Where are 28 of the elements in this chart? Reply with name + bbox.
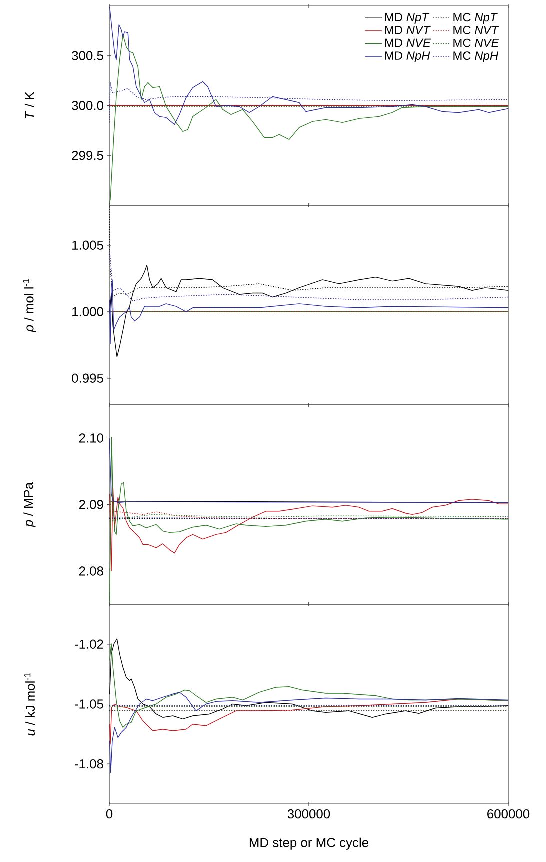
y-tick-label: 1.000 — [72, 307, 104, 316]
legend-label: MC NpT — [454, 13, 498, 24]
x-tick-label: 600000 — [488, 810, 530, 819]
x-tick-label: 300000 — [288, 810, 330, 819]
y-tick-label: 300.0 — [72, 101, 104, 110]
y-axis-title: T / K — [24, 92, 34, 119]
y-tick-label: 2.09 — [79, 500, 104, 510]
y-tick-label: 299.5 — [72, 151, 104, 160]
legend-label: MC NVE — [454, 38, 500, 48]
y-axis-title: p / MPa — [24, 482, 36, 528]
x-tick-label: 0 — [106, 810, 113, 819]
legend-label: MC NpH — [454, 52, 499, 62]
y-tick-label: -1.05 — [75, 700, 104, 709]
y-tick-label: -1.08 — [75, 760, 104, 769]
legend-label: MD NVT — [385, 26, 431, 34]
y-axis-title: ρ / mol l$^{-1}$ — [23, 279, 36, 333]
y-tick-label: 300.5 — [72, 51, 104, 60]
legend-label: MD NpH — [385, 52, 430, 62]
legend-label: MD NpT — [385, 13, 430, 24]
y-tick-label: 1.005 — [72, 240, 104, 250]
x-axis-title: MD step or MC cycle — [250, 838, 368, 850]
y-tick-label: 2.08 — [79, 566, 104, 576]
legend-label: MC NVT — [454, 26, 500, 34]
y-tick-label: -1.02 — [75, 640, 104, 649]
y-tick-label: 2.10 — [79, 434, 104, 443]
legend-label: MD NVE — [385, 38, 432, 48]
y-tick-label: 0.995 — [72, 374, 104, 383]
y-axis-title: u / kJ mol$^{-1}$ — [24, 673, 36, 736]
